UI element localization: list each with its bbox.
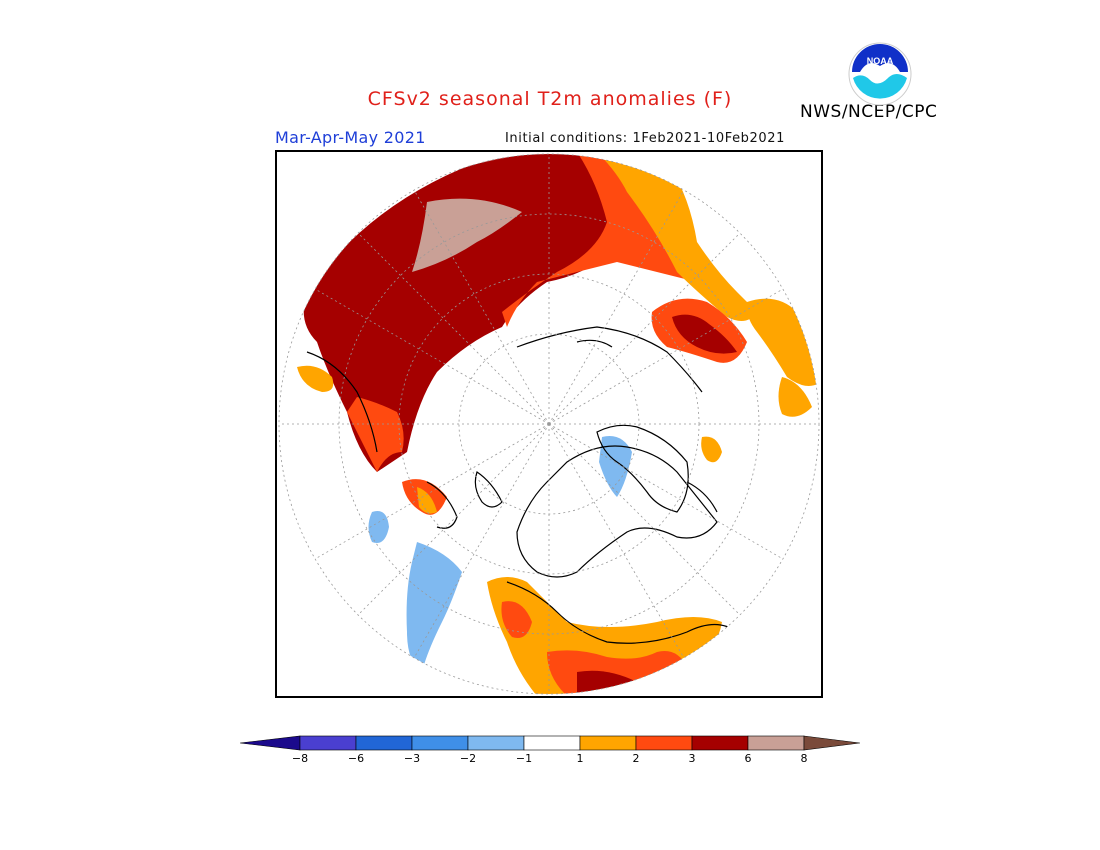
anomaly-region-europe-mild — [297, 365, 334, 392]
anomaly-region-north-atlantic-mild — [701, 436, 722, 463]
globe-outline — [278, 153, 820, 695]
anomaly-region-arctic-canada-cool — [599, 436, 632, 497]
page-title: CFSv2 seasonal T2m anomalies (F) — [367, 88, 733, 110]
colorbar-tick-label: 1 — [576, 752, 584, 765]
noaa-logo-text: NOAA — [867, 56, 894, 66]
colorbar-segment — [299, 735, 357, 751]
anomaly-region-east-asia-warm — [502, 154, 697, 327]
anomaly-region-pacific-mild — [597, 154, 757, 321]
colorbar-segment — [523, 735, 581, 751]
colorbar-tick-label: 2 — [632, 752, 640, 765]
colorbar-tick-label: −2 — [459, 752, 477, 765]
lat-lon-grid — [279, 154, 819, 694]
coastlines — [306, 326, 738, 644]
colorbar-tick-label: 6 — [744, 752, 752, 765]
map-frame — [275, 150, 823, 698]
polar-map — [278, 153, 820, 695]
colorbar-tick-label: 3 — [688, 752, 696, 765]
colorbar-tick-label: −6 — [347, 752, 365, 765]
colorbar-tick-label: 8 — [800, 752, 808, 765]
season-label: Mar-Apr-May 2021 — [275, 128, 426, 147]
anomaly-region-africa-cool — [406, 542, 462, 672]
anomaly-region-mexico-warm — [501, 601, 532, 638]
colorbar-segment — [355, 735, 413, 751]
anomaly-region-pacific-coast-mild — [746, 298, 819, 386]
initial-conditions-label: Initial conditions: 1Feb2021-10Feb2021 — [505, 131, 786, 146]
anomaly-region-arctic-mild — [417, 487, 437, 514]
colorbar-segment — [411, 735, 469, 751]
colorbar-arrow-high — [803, 735, 860, 751]
colorbar-tick-label: −8 — [291, 752, 309, 765]
noaa-logo-icon: NOAA — [848, 42, 912, 106]
colorbar-tick-label: −3 — [403, 752, 421, 765]
colorbar-arrow-low — [240, 735, 301, 751]
colorbar-tick-label: −1 — [515, 752, 533, 765]
colorbar-segment — [691, 735, 749, 751]
anomaly-region-asia-very-warm — [303, 154, 617, 472]
anomaly-region-asia-extreme — [412, 198, 522, 272]
colorbar-segment — [635, 735, 693, 751]
anomaly-region-bc-mild — [778, 377, 812, 417]
colorbar-segment — [467, 735, 525, 751]
colorbar — [240, 735, 860, 751]
anomaly-region-west-asia-warm — [347, 397, 404, 472]
colorbar-segment — [579, 735, 637, 751]
colorbar-segment — [747, 735, 805, 751]
agency-label: NWS/NCEP/CPC — [800, 102, 938, 122]
anomaly-region-alaska-very-warm — [672, 314, 737, 354]
